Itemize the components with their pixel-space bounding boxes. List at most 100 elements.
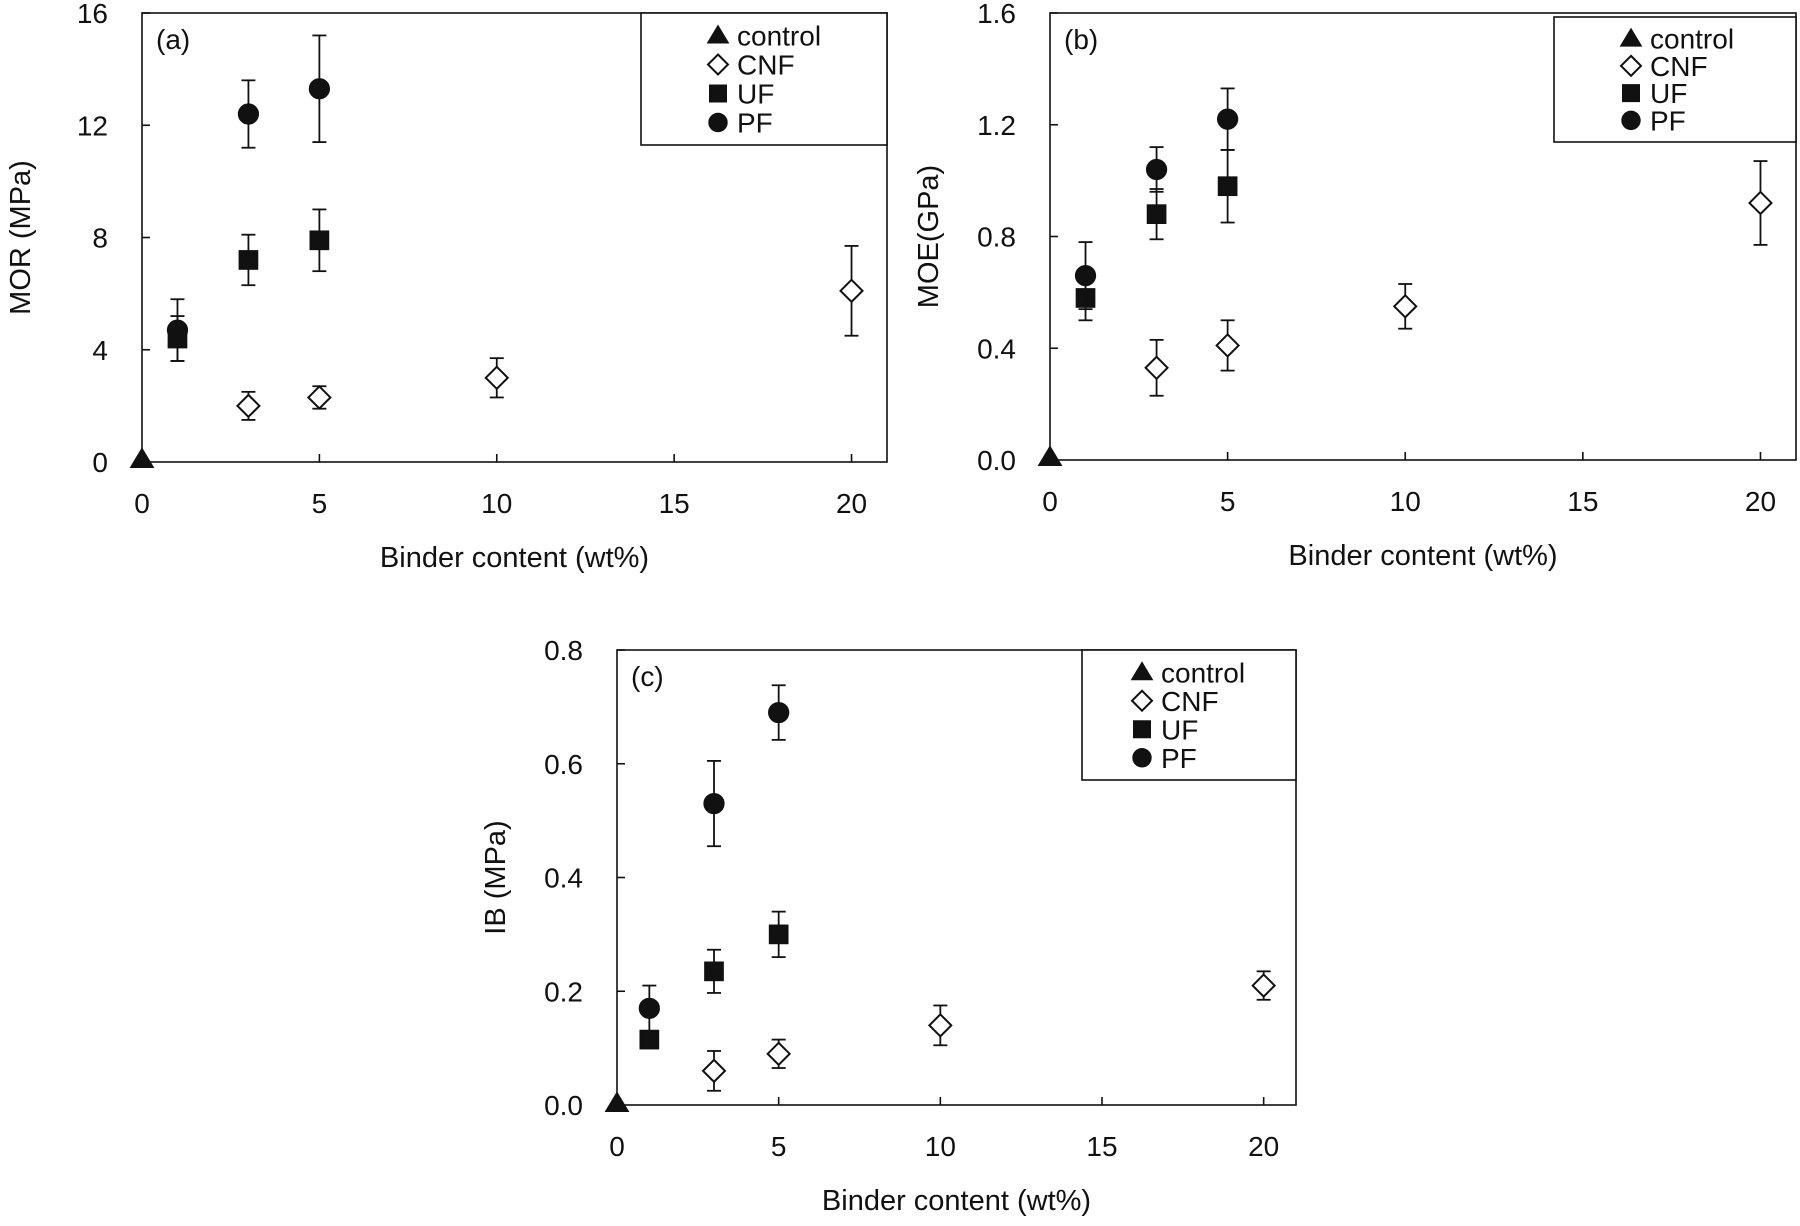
data-point-control — [129, 447, 155, 468]
y-tick-label: 1.6 — [977, 0, 1016, 29]
data-point-control — [1037, 445, 1063, 466]
legend-label-control: control — [1650, 24, 1734, 55]
x-tick-label: 20 — [1248, 1131, 1279, 1162]
data-point-cnf — [1748, 190, 1773, 216]
x-tick-label: 10 — [481, 488, 512, 519]
chart-panel-2: 0.0 0.4 0.8 1.2 1.6 0 5 10 15 20 Binder content (w… — [913, 0, 1797, 572]
data-point-pf — [768, 701, 790, 724]
series-pf — [638, 684, 790, 1032]
x-tick-label: 5 — [771, 1131, 787, 1162]
series-control — [129, 447, 155, 468]
x-tick-label: 0 — [609, 1131, 625, 1162]
y-tick-label: 16 — [77, 0, 108, 29]
x-tick-label: 10 — [925, 1131, 956, 1162]
legend-marker-control — [1130, 661, 1154, 681]
legend-label-pf: PF — [1650, 105, 1686, 136]
legend-label-uf: UF — [1650, 78, 1687, 109]
data-point-cnf — [306, 385, 332, 410]
y-tick-label: 0.0 — [977, 445, 1016, 476]
panel-label: (c) — [631, 661, 664, 692]
legend-marker-uf — [1133, 720, 1151, 739]
legend-label-control: control — [737, 21, 821, 52]
x-tick-label: 0 — [134, 488, 150, 519]
data-point-uf — [238, 250, 259, 270]
data-point-pf — [237, 103, 260, 125]
x-axis-title: Binder content (wt%) — [822, 1185, 1091, 1217]
series-control — [1037, 445, 1063, 466]
series-pf — [1074, 87, 1239, 311]
data-point-pf — [1145, 158, 1168, 181]
data-point-uf — [1146, 204, 1167, 225]
data-point-cnf — [839, 278, 864, 304]
data-point-uf — [639, 1029, 660, 1050]
x-tick-label: 15 — [1086, 1131, 1117, 1162]
data-point-uf — [768, 924, 789, 945]
data-point-uf — [1217, 176, 1238, 197]
y-tick-label: 0.6 — [544, 749, 583, 780]
data-point-cnf — [766, 1041, 792, 1067]
x-tick-label: 20 — [836, 488, 867, 519]
series-cnf — [701, 970, 1277, 1092]
y-tick-label: 12 — [77, 110, 108, 141]
y-tick-label: 0.2 — [544, 976, 583, 1007]
data-point-pf — [308, 78, 331, 100]
legend-box — [1081, 649, 1297, 781]
legend-label-cnf: CNF — [1161, 686, 1219, 717]
y-tick-label: 0.8 — [544, 635, 583, 666]
data-point-uf — [309, 230, 330, 251]
legend-marker-uf — [709, 84, 727, 103]
legend-marker-cnf — [1619, 54, 1643, 78]
y-tick-label: 0.0 — [544, 1090, 583, 1121]
data-point-cnf — [1144, 355, 1169, 381]
y-axis-title: MOE(GPa) — [913, 165, 945, 308]
data-point-cnf — [1392, 293, 1418, 319]
data-point-cnf — [1251, 973, 1277, 998]
chart-panel-1: 0 4 8 12 16 0 5 10 15 20 Binder content (wt%) MOR (… — [5, 0, 888, 574]
legend-box — [1553, 16, 1797, 143]
chart-panel-3: 0.0 0.2 0.4 0.6 0.8 0 5 10 15 20 Binder content (w… — [480, 635, 1297, 1217]
data-point-pf — [166, 319, 189, 341]
legend-label-control: control — [1161, 657, 1245, 688]
data-point-cnf — [484, 365, 510, 391]
y-tick-label: 0.4 — [544, 863, 583, 894]
data-point-control — [604, 1091, 630, 1113]
x-tick-label: 0 — [1042, 486, 1058, 517]
x-tick-label: 15 — [1567, 486, 1598, 517]
legend-label-cnf: CNF — [1650, 51, 1708, 82]
y-tick-label: 1.2 — [977, 110, 1016, 141]
y-tick-label: 4 — [92, 335, 108, 366]
y-tick-label: 0.4 — [977, 333, 1016, 364]
y-tick-label: 0.8 — [977, 222, 1016, 253]
data-point-cnf — [927, 1012, 953, 1038]
x-axis-title: Binder content (wt%) — [380, 542, 649, 574]
legend-marker-uf — [1622, 84, 1640, 103]
legend-marker-cnf — [1130, 689, 1154, 713]
data-point-pf — [1074, 264, 1097, 287]
legend-marker-pf — [1621, 110, 1641, 131]
legend-label-pf: PF — [737, 108, 773, 139]
x-tick-label: 5 — [1220, 486, 1236, 517]
data-point-pf — [703, 792, 725, 815]
series-pf — [166, 34, 331, 362]
series-cnf — [236, 245, 864, 421]
legend-marker-pf — [708, 112, 728, 133]
legend-label-uf: UF — [737, 79, 774, 110]
legend-marker-control — [706, 24, 730, 44]
legend-label-pf: PF — [1161, 743, 1197, 774]
x-tick-label: 10 — [1390, 486, 1421, 517]
legend-marker-control — [1619, 27, 1643, 47]
y-tick-label: 0 — [92, 447, 108, 478]
x-tick-label: 5 — [312, 488, 328, 519]
y-tick-label: 8 — [92, 223, 108, 254]
series-control — [604, 1091, 630, 1113]
legend-box — [640, 12, 888, 146]
x-tick-label: 20 — [1745, 486, 1776, 517]
data-point-pf — [1216, 108, 1239, 130]
y-axis-title: MOR (MPa) — [5, 160, 37, 315]
series-cnf — [1144, 160, 1773, 397]
data-point-pf — [638, 997, 660, 1019]
